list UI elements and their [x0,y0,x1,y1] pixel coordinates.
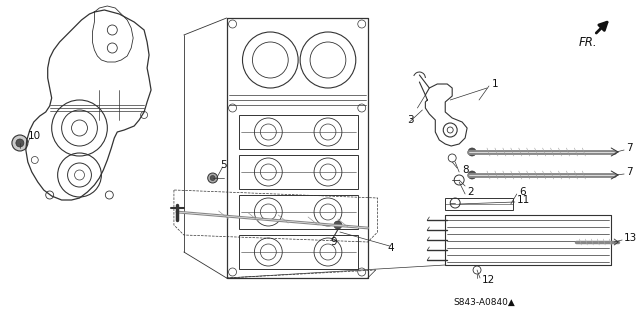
Text: 4: 4 [388,243,394,253]
Circle shape [468,148,476,156]
Text: S843-A0840▲: S843-A0840▲ [453,298,515,307]
Text: 12: 12 [482,275,495,285]
Text: 9: 9 [330,237,337,247]
Circle shape [16,139,24,147]
Bar [239,155,358,189]
Text: 13: 13 [624,233,637,243]
Text: FR.: FR. [579,35,597,48]
Text: 1: 1 [492,79,499,89]
Text: 11: 11 [516,195,530,205]
Text: 6: 6 [519,187,525,197]
Text: 8: 8 [462,165,468,175]
Circle shape [468,171,476,179]
Text: 7: 7 [626,167,633,177]
Bar [239,235,358,269]
Bar [239,195,358,229]
Text: 5: 5 [221,160,227,170]
Circle shape [12,135,28,151]
Text: 7: 7 [626,143,633,153]
Text: 3: 3 [408,115,414,125]
Circle shape [210,175,215,181]
Circle shape [208,173,218,183]
Bar [239,115,358,149]
Text: 10: 10 [28,131,41,141]
Circle shape [334,221,342,229]
Bar [445,198,513,210]
Text: 2: 2 [467,187,474,197]
